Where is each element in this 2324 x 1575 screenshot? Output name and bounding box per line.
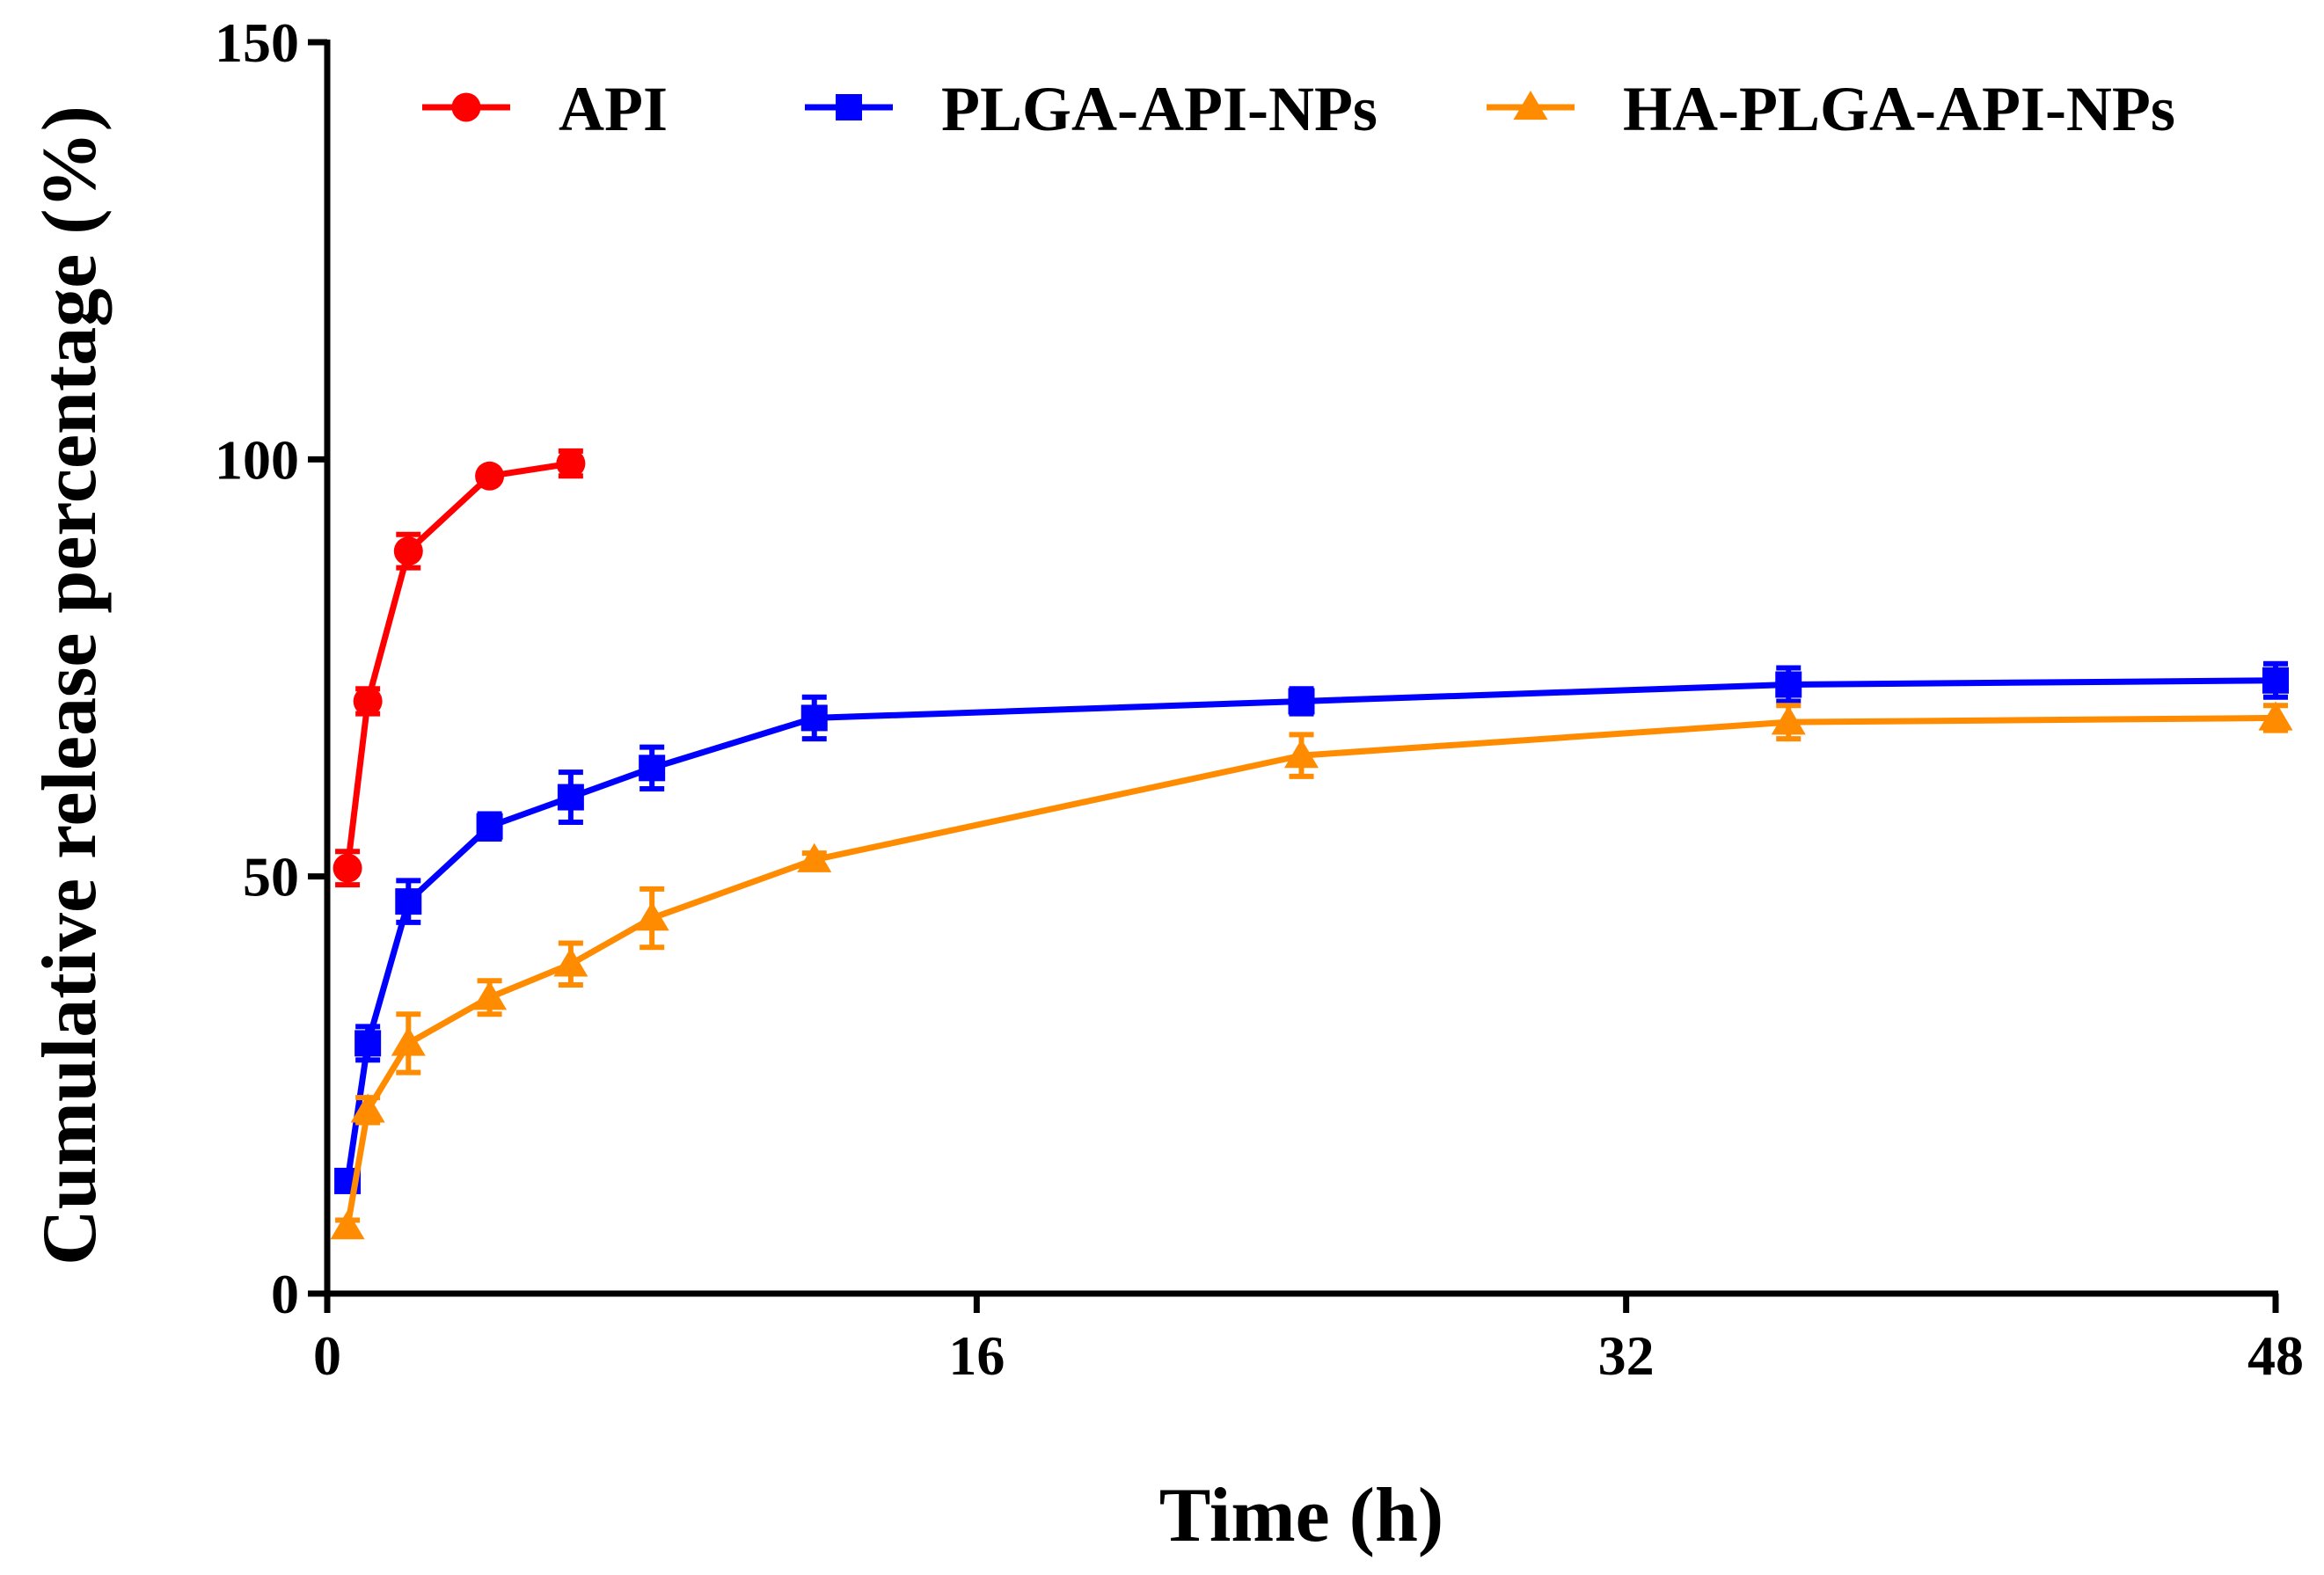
y-ticks: 0 50 100 150 bbox=[215, 11, 327, 1325]
x-axis-title: Time (h) bbox=[1159, 1473, 1443, 1558]
data-point-square bbox=[557, 784, 584, 811]
data-point-square bbox=[395, 888, 422, 915]
x-tick-label: 0 bbox=[313, 1324, 341, 1387]
data-point-circle bbox=[475, 461, 505, 491]
legend-label: API bbox=[559, 74, 668, 144]
x-ticks: 0 16 32 48 bbox=[313, 1294, 2304, 1387]
data-point-square bbox=[1775, 671, 1802, 698]
data-point-triangle bbox=[797, 842, 832, 872]
series-line bbox=[344, 677, 2276, 1182]
data-point-circle bbox=[353, 686, 383, 716]
y-tick-label: 100 bbox=[215, 428, 299, 491]
data-point-square bbox=[354, 1030, 382, 1057]
data-point-triangle bbox=[553, 947, 588, 977]
x-tick-label: 16 bbox=[948, 1324, 1005, 1387]
data-point-triangle bbox=[391, 1026, 426, 1056]
data-point-triangle bbox=[350, 1093, 385, 1123]
plot-area bbox=[330, 448, 2293, 1240]
data-point-circle bbox=[451, 92, 481, 122]
data-point-circle bbox=[556, 448, 586, 478]
axes bbox=[324, 40, 2278, 1297]
x-tick-label: 32 bbox=[1598, 1324, 1655, 1387]
series-ha-plga-api-nps bbox=[330, 701, 2293, 1240]
data-point-circle bbox=[393, 536, 423, 566]
y-tick-label: 150 bbox=[215, 11, 299, 74]
legend-item-ha-plga-api-nps: HA-PLGA-API-NPs bbox=[1487, 74, 2175, 144]
legend-item-api: API bbox=[422, 74, 668, 144]
data-point-triangle bbox=[1513, 91, 1548, 120]
legend: API PLGA-API-NPs HA-PLGA-API-NPs bbox=[422, 74, 2175, 144]
data-point-square bbox=[639, 755, 666, 782]
y-tick-label: 50 bbox=[243, 846, 299, 908]
data-point-square bbox=[800, 704, 828, 732]
series-line bbox=[344, 714, 2276, 1228]
data-point-triangle bbox=[1771, 705, 1806, 735]
data-point-triangle bbox=[330, 1210, 365, 1240]
data-point-square bbox=[1288, 688, 1315, 715]
series-plga-api-nps bbox=[334, 660, 2289, 1194]
data-point-circle bbox=[333, 853, 362, 883]
data-point-triangle bbox=[1283, 739, 1319, 769]
data-point-square bbox=[836, 94, 862, 120]
y-tick-label: 0 bbox=[271, 1263, 299, 1325]
legend-label: PLGA-API-NPs bbox=[941, 74, 1378, 144]
data-point-triangle bbox=[634, 901, 669, 931]
series-api bbox=[333, 448, 586, 888]
legend-item-plga-api-nps: PLGA-API-NPs bbox=[805, 74, 1378, 144]
y-axis-title: Cumulative release percentage (%) bbox=[27, 106, 113, 1265]
data-point-square bbox=[476, 813, 503, 840]
legend-label: HA-PLGA-API-NPs bbox=[1623, 74, 2175, 144]
data-point-triangle bbox=[472, 981, 508, 1010]
x-tick-label: 48 bbox=[2247, 1324, 2304, 1387]
data-point-triangle bbox=[2258, 701, 2293, 731]
data-point-square bbox=[2262, 667, 2289, 694]
